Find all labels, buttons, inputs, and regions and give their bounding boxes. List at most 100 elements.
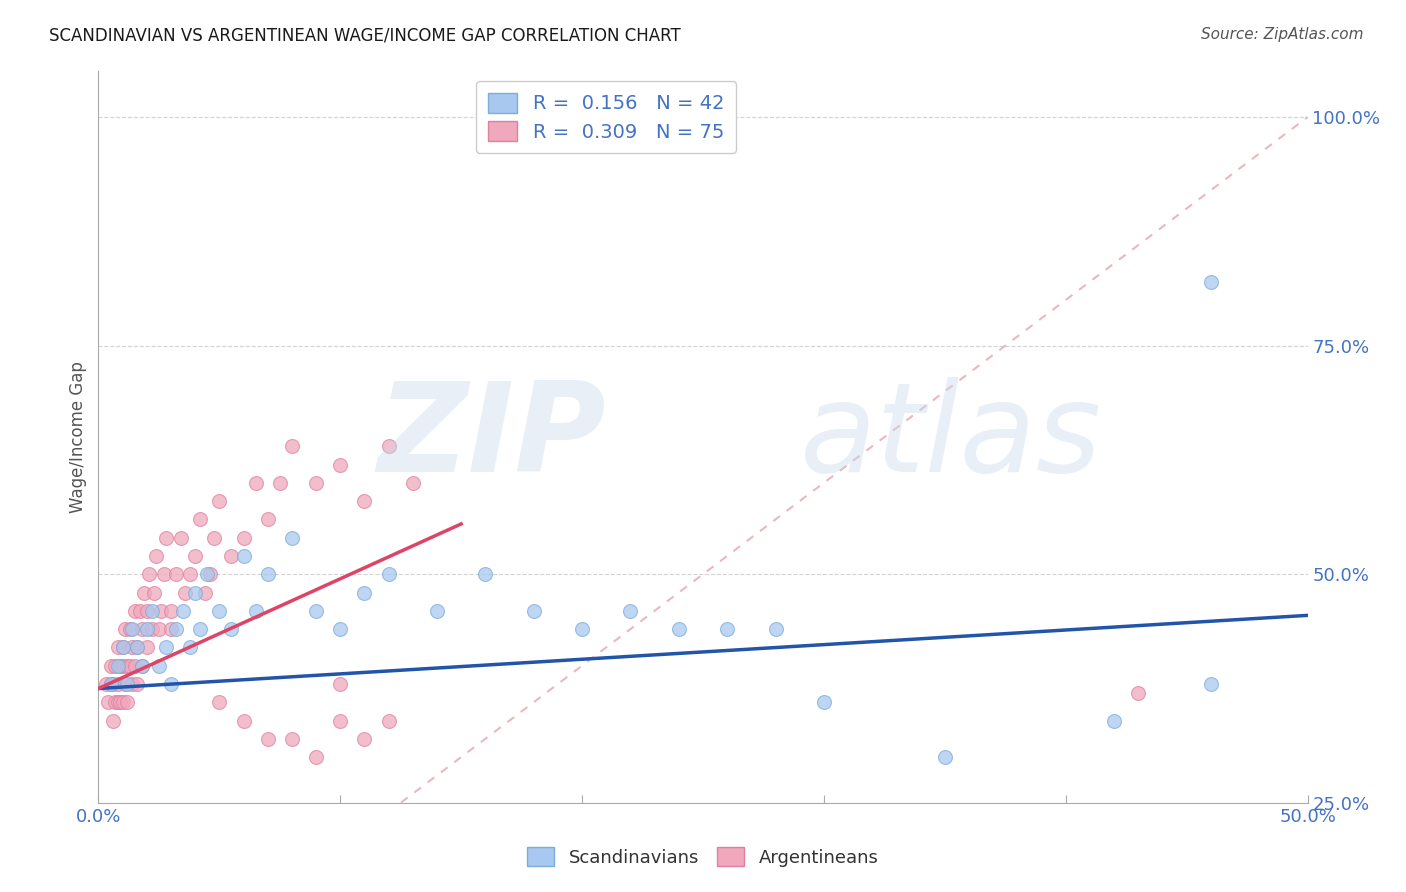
Point bbox=[179, 640, 201, 655]
Point bbox=[148, 622, 170, 636]
Point bbox=[402, 475, 425, 490]
Point bbox=[172, 604, 194, 618]
Point bbox=[221, 622, 243, 636]
Point bbox=[256, 512, 278, 526]
Point bbox=[208, 494, 231, 508]
Point bbox=[232, 531, 254, 545]
Point bbox=[131, 622, 153, 636]
Point bbox=[174, 585, 197, 599]
Point bbox=[101, 714, 124, 728]
Point bbox=[353, 731, 375, 746]
Point bbox=[1128, 686, 1150, 700]
Text: ZIP: ZIP bbox=[378, 376, 606, 498]
Point bbox=[127, 640, 149, 655]
Point bbox=[281, 439, 304, 453]
Point bbox=[232, 714, 254, 728]
Point bbox=[184, 585, 207, 599]
Point bbox=[108, 695, 131, 709]
Point bbox=[329, 458, 352, 472]
Point bbox=[101, 677, 124, 691]
Text: SCANDINAVIAN VS ARGENTINEAN WAGE/INCOME GAP CORRELATION CHART: SCANDINAVIAN VS ARGENTINEAN WAGE/INCOME … bbox=[49, 27, 681, 45]
Point bbox=[100, 677, 122, 691]
Point bbox=[111, 695, 134, 709]
Point bbox=[377, 714, 399, 728]
Point bbox=[1054, 805, 1077, 819]
Point bbox=[716, 622, 738, 636]
Point bbox=[135, 640, 157, 655]
Point bbox=[131, 658, 153, 673]
Point bbox=[124, 658, 146, 673]
Point bbox=[474, 567, 496, 582]
Point bbox=[232, 549, 254, 563]
Point bbox=[104, 658, 127, 673]
Point bbox=[813, 695, 835, 709]
Point bbox=[100, 677, 122, 691]
Point bbox=[571, 622, 593, 636]
Y-axis label: Wage/Income Gap: Wage/Income Gap bbox=[69, 361, 87, 513]
Point bbox=[256, 731, 278, 746]
Point bbox=[131, 658, 153, 673]
Point bbox=[1199, 275, 1222, 289]
Point bbox=[179, 567, 201, 582]
Point bbox=[107, 658, 129, 673]
Point bbox=[104, 695, 127, 709]
Point bbox=[111, 640, 134, 655]
Point bbox=[114, 677, 136, 691]
Point bbox=[426, 604, 449, 618]
Point bbox=[245, 475, 267, 490]
Point bbox=[165, 567, 187, 582]
Point bbox=[145, 549, 167, 563]
Point bbox=[94, 677, 117, 691]
Point bbox=[377, 439, 399, 453]
Text: Source: ZipAtlas.com: Source: ZipAtlas.com bbox=[1201, 27, 1364, 42]
Point bbox=[194, 585, 217, 599]
Point bbox=[281, 731, 304, 746]
Point bbox=[121, 640, 143, 655]
Point bbox=[204, 531, 226, 545]
Point bbox=[165, 622, 187, 636]
Point bbox=[128, 604, 150, 618]
Point bbox=[107, 677, 129, 691]
Point bbox=[117, 658, 139, 673]
Point bbox=[329, 677, 352, 691]
Point bbox=[245, 604, 267, 618]
Point bbox=[353, 585, 375, 599]
Point bbox=[208, 695, 231, 709]
Point bbox=[256, 567, 278, 582]
Point bbox=[100, 658, 122, 673]
Point bbox=[121, 622, 143, 636]
Point bbox=[668, 622, 690, 636]
Point bbox=[155, 640, 177, 655]
Point bbox=[934, 750, 956, 764]
Point bbox=[305, 475, 328, 490]
Point bbox=[155, 531, 177, 545]
Point bbox=[124, 604, 146, 618]
Point bbox=[135, 604, 157, 618]
Point bbox=[150, 604, 173, 618]
Point bbox=[108, 658, 131, 673]
Point bbox=[188, 622, 211, 636]
Point bbox=[329, 714, 352, 728]
Point bbox=[221, 549, 243, 563]
Point bbox=[117, 677, 139, 691]
Point bbox=[1199, 677, 1222, 691]
Point bbox=[121, 677, 143, 691]
Point bbox=[305, 604, 328, 618]
Point bbox=[523, 604, 546, 618]
Point bbox=[111, 658, 134, 673]
Point bbox=[141, 604, 163, 618]
Point bbox=[619, 604, 641, 618]
Point bbox=[169, 531, 191, 545]
Point bbox=[107, 640, 129, 655]
Point bbox=[329, 622, 352, 636]
Point bbox=[160, 604, 183, 618]
Point bbox=[1102, 714, 1125, 728]
Legend: R =  0.156   N = 42, R =  0.309   N = 75: R = 0.156 N = 42, R = 0.309 N = 75 bbox=[477, 81, 737, 153]
Point bbox=[127, 640, 149, 655]
Point bbox=[198, 567, 221, 582]
Point bbox=[765, 622, 787, 636]
Point bbox=[184, 549, 207, 563]
Point bbox=[141, 622, 163, 636]
Point bbox=[148, 658, 170, 673]
Text: atlas: atlas bbox=[800, 376, 1102, 498]
